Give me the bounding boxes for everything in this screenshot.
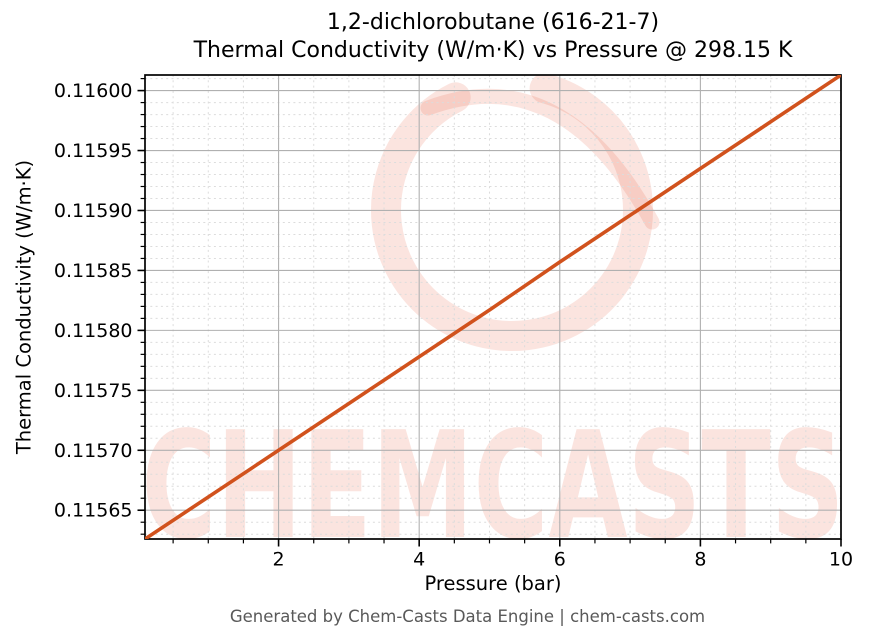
y-tick-label: 0.11565 <box>54 500 133 522</box>
x-tick-label: 10 <box>829 549 853 571</box>
watermark-text: CHEMCASTS <box>142 400 845 572</box>
watermark-swoosh-icon <box>420 88 660 230</box>
y-tick-label: 0.11580 <box>54 320 133 342</box>
y-tick-label: 0.11600 <box>54 80 133 102</box>
x-tick-label: 4 <box>413 549 425 571</box>
data-line <box>145 75 841 539</box>
x-tick-label: 8 <box>694 549 706 571</box>
footer-credit: Generated by Chem-Casts Data Engine | ch… <box>229 607 706 626</box>
y-tick-label: 0.11575 <box>54 380 133 402</box>
watermark-circle-icon <box>371 75 653 351</box>
major-gridlines <box>145 75 842 539</box>
chart-title-line1: 1,2-dichlorobutane (616-21-7) <box>326 10 660 35</box>
plot-border <box>144 74 842 540</box>
chart-title-line2: Thermal Conductivity (W/m·K) vs Pressure… <box>193 38 793 63</box>
y-tick-label: 0.11590 <box>54 200 133 222</box>
tick-labels: 2 4 6 8 10 0.11565 0.11570 0.11575 0.11580 0.1158… <box>54 80 853 570</box>
x-axis-label: Pressure (bar) <box>424 572 562 595</box>
x-tick-label: 2 <box>273 549 285 571</box>
watermark: CHEMCASTS <box>142 75 845 572</box>
y-axis-label: Thermal Conductivity (W/m·K) <box>12 159 36 455</box>
y-tick-label: 0.11595 <box>54 140 133 162</box>
y-tick-label: 0.11570 <box>54 440 133 462</box>
y-tick-label: 0.11585 <box>54 260 133 282</box>
x-tick-label: 6 <box>554 549 566 571</box>
chart-title: 1,2-dichlorobutane (616-21-7) Thermal Co… <box>145 9 841 65</box>
